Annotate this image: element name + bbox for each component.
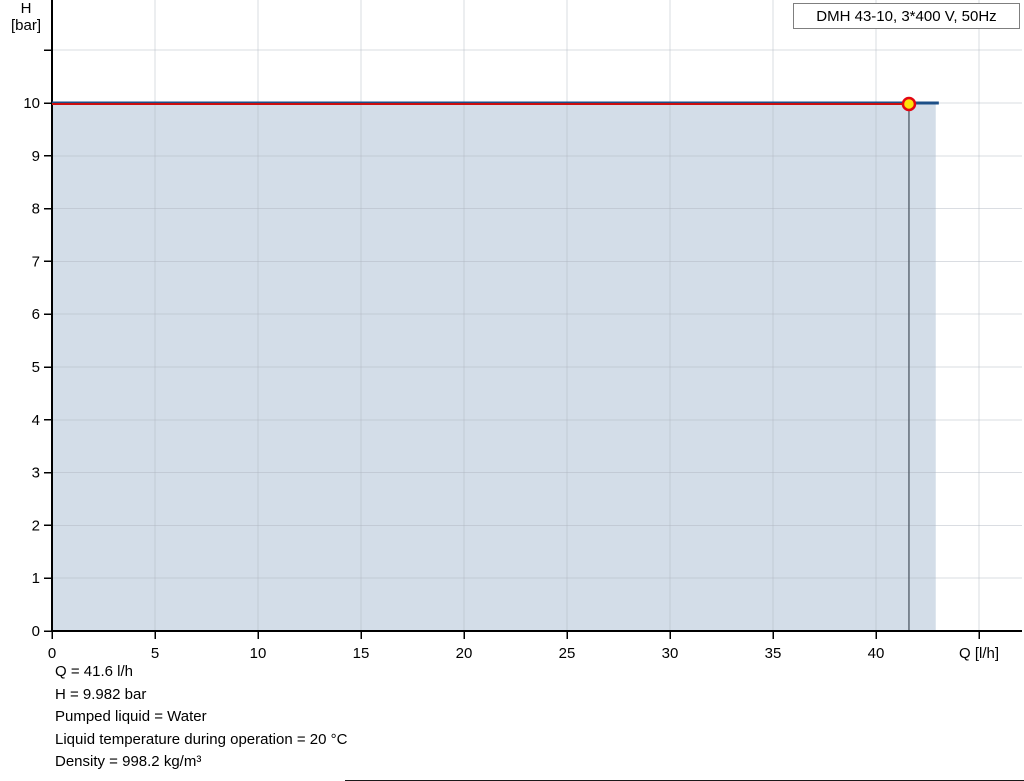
y-tick-label: 9 [32,148,40,165]
y-tick-label: 7 [32,253,40,270]
x-tick-label: 30 [662,645,679,662]
y-tick-label: 3 [32,465,40,482]
info-line-flow: Q = 41.6 l/h [55,663,133,680]
info-line-density: Density = 998.2 kg/m³ [55,753,202,771]
operating-point-marker [901,96,917,112]
x-tick-label: 10 [250,645,267,662]
y-tick-label: 5 [32,359,40,376]
y-tick-label: 2 [32,517,40,534]
curve-title: DMH 43-10, 3*400 V, 50Hz [816,7,997,25]
y-tick-label: 4 [32,412,40,429]
x-tick-label: 25 [559,645,576,662]
x-tick-label: 0 [48,645,56,662]
x-tick-label: 20 [456,645,473,662]
y-tick-label: 1 [32,570,40,587]
y-tick-label: 8 [32,201,40,218]
info-panel: Q = 41.6 l/h H = 9.982 bar Pumped liquid… [55,661,755,774]
info-line-liquid-temperature: Liquid temperature during operation = 20… [55,730,348,748]
operating-area [52,103,936,631]
y-tick-label: 6 [32,306,40,323]
info-line-pumped-liquid: Pumped liquid = Water [55,708,207,726]
x-tick-label: 35 [765,645,782,662]
info-line-head: H = 9.982 bar [55,685,147,703]
y-axis-title: H [bar] [10,0,41,34]
curve-title-box: DMH 43-10, 3*400 V, 50Hz [793,3,1020,29]
x-tick-label: 5 [151,645,159,662]
x-tick-label: 40 [868,645,885,662]
y-tick-label: 0 [32,623,40,640]
y-tick-label: 10 [23,95,40,112]
pump-performance-chart: 0 1 2 3 4 5 6 7 8 9 10 0 5 10 15 20 25 30 35 40 Q [l/h] [23,0,1022,662]
x-tick-label: 15 [353,645,370,662]
x-tick-label: Q [l/h] [959,645,999,662]
